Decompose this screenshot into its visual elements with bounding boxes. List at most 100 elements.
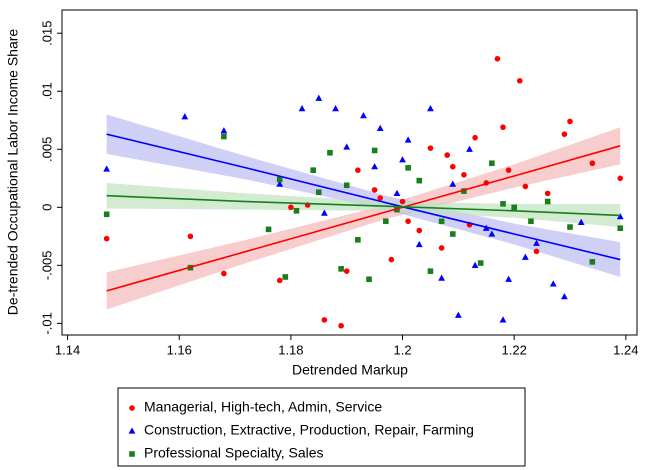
data-point: [405, 218, 411, 225]
data-point: [343, 182, 350, 189]
data-point: [366, 276, 372, 283]
x-tick-label: 1.16: [167, 342, 192, 357]
legend-label: Construction, Extractive, Production, Re…: [144, 422, 474, 438]
data-point: [488, 230, 496, 237]
data-point: [489, 160, 495, 167]
data-point: [416, 227, 423, 234]
data-point: [522, 183, 529, 190]
data-point: [371, 187, 378, 193]
data-point: [371, 147, 378, 154]
y-tick-label: .005: [39, 137, 54, 162]
data-point: [310, 167, 317, 173]
data-point: [589, 259, 596, 265]
data-point: [617, 175, 624, 182]
data-point: [466, 145, 473, 152]
data-point: [438, 218, 445, 225]
data-point: [321, 317, 328, 323]
data-point: [221, 270, 227, 277]
x-tick-label: 1.2: [393, 342, 411, 357]
data-point: [500, 124, 506, 131]
legend-box: [117, 387, 526, 467]
data-point: [567, 224, 573, 230]
data-point: [181, 113, 189, 120]
data-point: [320, 209, 328, 216]
x-tick-label: 1.18: [278, 342, 303, 357]
data-point: [427, 268, 434, 274]
data-point: [438, 274, 446, 281]
data-point: [315, 189, 322, 196]
data-point: [282, 274, 289, 280]
data-point: [187, 233, 194, 240]
legend-marker: [129, 405, 135, 411]
fit-line: [106, 133, 621, 261]
data-point: [589, 160, 596, 167]
data-point: [343, 143, 351, 150]
data-point: [471, 261, 479, 268]
data-point: [276, 176, 283, 183]
y-axis-title: De-trended Occupational Labor Income Sha…: [5, 29, 21, 316]
data-point: [477, 260, 484, 266]
data-point: [327, 149, 333, 156]
data-point: [461, 188, 467, 194]
data-point: [427, 145, 434, 151]
data-point: [449, 163, 456, 170]
data-point: [528, 218, 534, 225]
data-point: [561, 131, 568, 137]
data-point: [472, 134, 478, 141]
fit-line: [106, 194, 621, 217]
x-axis-title: Detrended Markup: [292, 362, 408, 378]
data-point: [377, 195, 384, 201]
data-point: [405, 165, 411, 171]
data-point: [293, 208, 300, 214]
data-point: [561, 293, 568, 300]
data-point: [388, 256, 395, 263]
data-point: [499, 316, 507, 323]
data-point: [355, 167, 361, 173]
data-point: [376, 124, 384, 131]
data-point: [399, 198, 406, 205]
data-point: [298, 105, 306, 112]
x-tick-label: 1.24: [613, 342, 638, 357]
data-point: [399, 156, 406, 163]
data-point: [449, 231, 456, 237]
data-point: [438, 245, 445, 251]
data-point: [265, 226, 272, 233]
plot-frame: [61, 9, 638, 336]
data-point: [505, 275, 513, 282]
x-tick-label: 1.14: [55, 342, 80, 357]
data-point: [544, 190, 551, 197]
data-point: [393, 189, 401, 196]
data-point: [461, 172, 467, 178]
data-point: [103, 165, 111, 172]
data-point: [544, 198, 551, 205]
y-tick-label: 0: [39, 204, 54, 211]
data-point: [360, 112, 367, 119]
data-point: [338, 266, 344, 272]
data-point: [220, 127, 228, 134]
data-point: [454, 311, 462, 318]
x-tick-label: 1.22: [502, 342, 527, 357]
data-point: [415, 240, 423, 248]
data-point: [355, 237, 361, 243]
legend-label: Managerial, High-tech, Admin, Service: [144, 399, 382, 415]
y-tick-label: .01: [39, 82, 54, 100]
data-point: [103, 211, 110, 218]
data-point: [494, 55, 501, 62]
data-point: [416, 177, 423, 184]
data-point: [338, 322, 344, 329]
data-point: [577, 218, 585, 226]
fit-line: [106, 145, 621, 292]
legend-marker: [129, 451, 135, 457]
y-tick-label: .015: [39, 21, 54, 46]
data-point: [533, 239, 540, 246]
y-tick-label: -.005: [39, 251, 54, 281]
data-point: [382, 218, 389, 225]
data-point: [221, 133, 227, 140]
data-point: [343, 268, 350, 274]
data-point: [521, 253, 529, 260]
data-point: [427, 105, 434, 112]
data-point: [516, 78, 523, 84]
data-point: [511, 204, 517, 211]
data-point: [617, 225, 624, 232]
